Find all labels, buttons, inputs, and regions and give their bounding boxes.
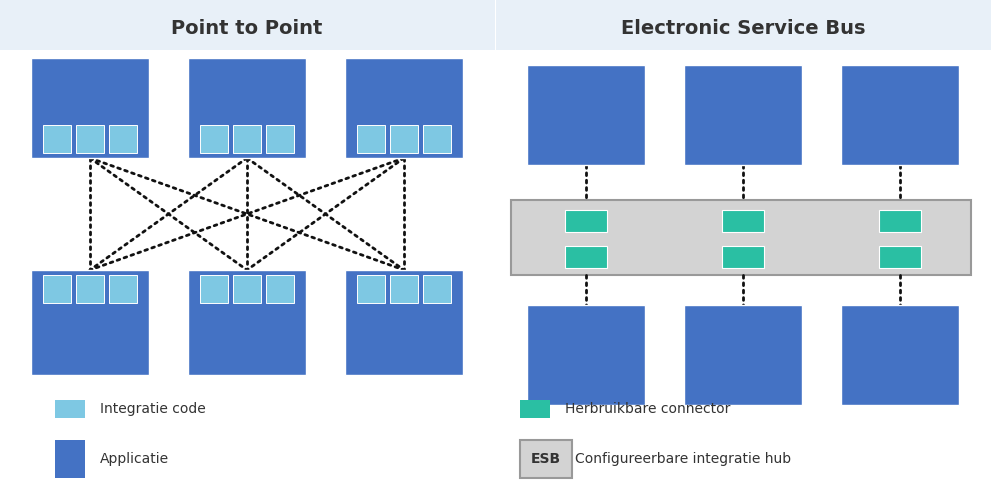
Bar	[109, 275, 137, 303]
Bar	[879, 246, 921, 268]
Bar	[527, 65, 645, 165]
Bar	[266, 275, 293, 303]
Bar	[565, 210, 607, 232]
Text: Configureerbare integratie hub: Configureerbare integratie hub	[575, 452, 791, 466]
Bar	[684, 65, 802, 165]
Bar	[76, 275, 104, 303]
Bar	[423, 275, 451, 303]
Bar	[390, 275, 418, 303]
Text: Applicatie: Applicatie	[100, 452, 169, 466]
Bar	[722, 210, 764, 232]
Bar	[684, 305, 802, 405]
Bar	[527, 305, 645, 405]
Bar	[31, 58, 149, 158]
Bar	[358, 275, 385, 303]
Bar	[200, 275, 228, 303]
Text: Electronic Service Bus: Electronic Service Bus	[620, 18, 865, 38]
Bar	[520, 400, 550, 418]
Bar	[0, 0, 495, 50]
Bar	[345, 270, 463, 375]
Bar	[44, 275, 71, 303]
Bar	[55, 400, 85, 418]
Bar	[109, 125, 137, 153]
Bar	[511, 200, 971, 275]
Bar	[200, 125, 228, 153]
Bar	[841, 305, 959, 405]
Bar	[55, 440, 85, 478]
Bar	[358, 125, 385, 153]
Bar	[841, 65, 959, 165]
Bar	[879, 210, 921, 232]
Bar	[345, 58, 463, 158]
Text: ESB: ESB	[531, 452, 561, 466]
Text: Herbruikbare connector: Herbruikbare connector	[565, 402, 730, 416]
Bar	[423, 125, 451, 153]
Bar	[722, 246, 764, 268]
Bar	[390, 125, 418, 153]
Bar	[188, 58, 306, 158]
Bar	[31, 270, 149, 375]
Bar	[496, 0, 991, 50]
Bar	[266, 125, 293, 153]
Text: Point to Point: Point to Point	[171, 18, 323, 38]
Bar	[565, 246, 607, 268]
Bar	[44, 125, 71, 153]
Bar	[188, 270, 306, 375]
Bar	[520, 440, 572, 478]
Bar	[76, 125, 104, 153]
Bar	[233, 125, 261, 153]
Bar	[233, 275, 261, 303]
Text: Integratie code: Integratie code	[100, 402, 206, 416]
